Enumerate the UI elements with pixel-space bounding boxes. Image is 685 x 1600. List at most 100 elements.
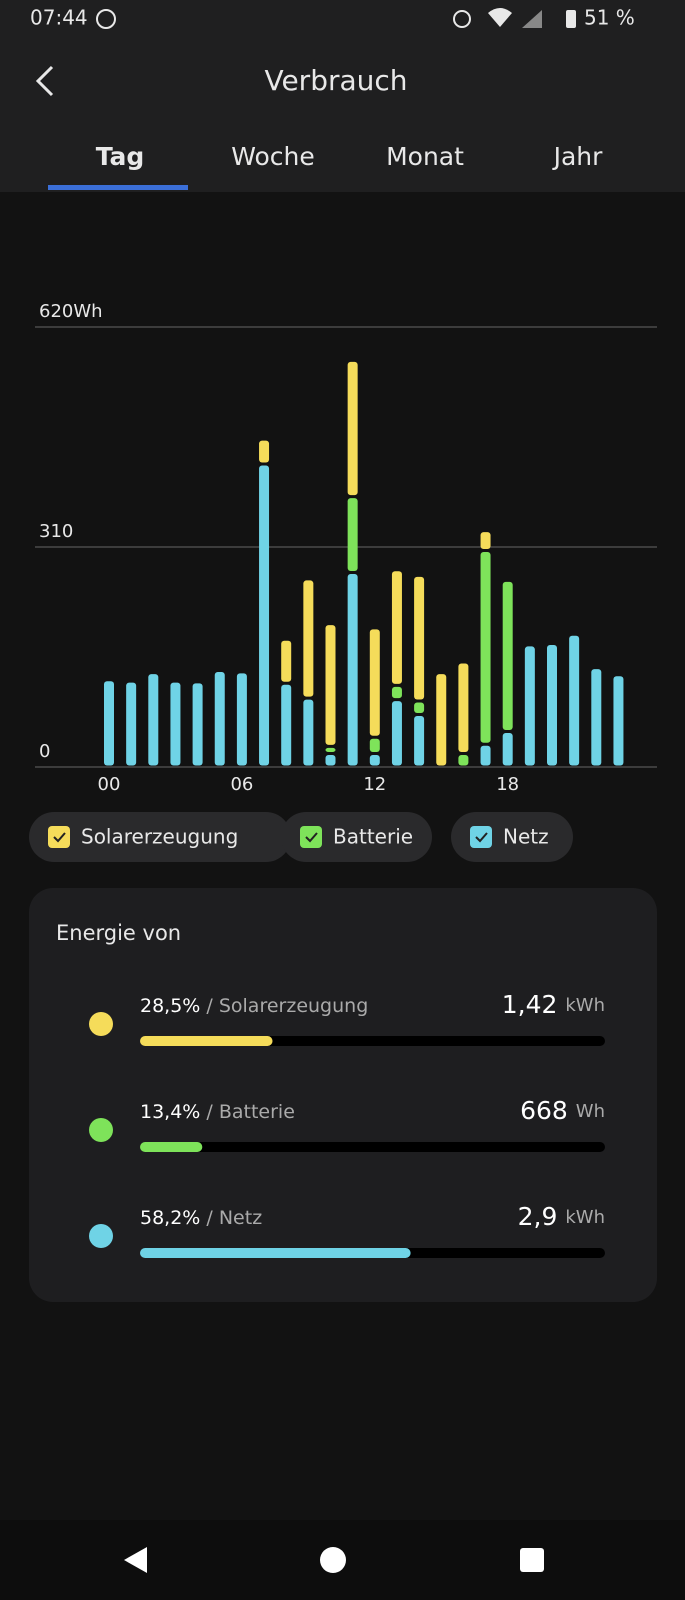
bar-segment (547, 645, 557, 766)
tab-indicator (48, 185, 188, 190)
bar-segment (391, 701, 402, 766)
bar-segment (281, 684, 292, 766)
bar-segment (480, 552, 491, 743)
row-percent: 13,4% (140, 1101, 200, 1123)
row-amount: 668 Wh (520, 1096, 605, 1125)
progress-fill (140, 1248, 411, 1258)
legend-swatch (470, 826, 492, 848)
progress-fill (140, 1142, 203, 1152)
battery-icon (566, 10, 576, 28)
bar-segment (480, 532, 491, 550)
legend-chip[interactable] (451, 812, 573, 862)
bar-segment (458, 755, 469, 766)
legend-check (53, 832, 66, 843)
bar-segment (569, 635, 580, 766)
y-tick-label: 620Wh (39, 301, 103, 322)
x-tick-label: 00 (98, 774, 121, 795)
progress-track (140, 1142, 605, 1152)
legend-chip[interactable] (29, 812, 291, 862)
nav-back[interactable] (124, 1547, 147, 1573)
row-unit: kWh (565, 995, 605, 1016)
back-button[interactable] (35, 65, 54, 97)
bar-segment (591, 669, 602, 766)
bar-segment (192, 683, 203, 766)
bar-segment (325, 625, 336, 745)
bar-segment (281, 640, 292, 682)
row-source: / Solarerzeugung (206, 995, 368, 1017)
bar-segment (303, 699, 314, 766)
legend-label: Solarerzeugung (81, 825, 238, 849)
dnd-icon (453, 10, 471, 28)
bar-segment (236, 673, 247, 766)
x-tick-label: 12 (363, 774, 386, 795)
source-icon (89, 1012, 113, 1036)
row-label: 58,2% / Netz (140, 1207, 262, 1229)
row-source: / Netz (206, 1207, 262, 1229)
status-time: 07:44 (30, 6, 88, 30)
bar-segment (414, 715, 425, 766)
bar-segment (458, 663, 469, 753)
bar-segment (347, 498, 358, 572)
bar-segment (126, 682, 137, 766)
bar-segment (259, 465, 270, 766)
bar-segment (502, 581, 513, 731)
legend-label: Batterie (333, 825, 413, 849)
bar-segment (148, 674, 159, 766)
bar-segment (325, 755, 336, 766)
bar-segment (347, 361, 358, 496)
legend-check (475, 832, 488, 843)
source-icon (89, 1118, 113, 1142)
row-amount: 2,9 kWh (518, 1202, 605, 1231)
legend-check (305, 832, 318, 843)
page-title: Verbrauch (264, 64, 407, 97)
progress-fill (140, 1036, 273, 1046)
status-battery: 51 % (584, 6, 635, 30)
tab[interactable]: Tag (96, 142, 145, 171)
bar-segment (214, 671, 225, 766)
legend-label: Netz (503, 825, 549, 849)
card-title: Energie von (56, 921, 181, 945)
bar-segment (259, 440, 270, 463)
bar-segment (325, 747, 336, 753)
legend-swatch (48, 826, 70, 848)
row-source: / Batterie (206, 1101, 295, 1123)
bar-segment (524, 646, 535, 766)
nav-recents[interactable] (520, 1548, 544, 1572)
tab[interactable]: Woche (231, 142, 315, 171)
bar-segment (502, 733, 513, 766)
row-percent: 58,2% (140, 1207, 200, 1229)
bar-segment (369, 755, 380, 766)
tab[interactable]: Jahr (552, 142, 604, 171)
row-value: 668 (520, 1096, 568, 1125)
source-icon (89, 1224, 113, 1248)
legend-swatch (300, 826, 322, 848)
whatsapp-icon (96, 9, 116, 29)
bar-segment (414, 702, 425, 713)
energy-card (29, 888, 657, 1302)
row-unit: kWh (565, 1207, 605, 1228)
y-tick-label: 310 (39, 521, 73, 542)
signal-icon (522, 10, 542, 28)
header-bg (0, 0, 685, 192)
row-label: 28,5% / Solarerzeugung (140, 995, 368, 1017)
row-amount: 1,42 kWh (502, 990, 605, 1019)
legend-chip[interactable] (281, 812, 432, 862)
bar-segment (613, 676, 624, 766)
bar-segment (391, 686, 402, 699)
x-tick-label: 18 (496, 774, 519, 795)
bar-segment (391, 571, 402, 684)
tab[interactable]: Monat (386, 142, 464, 171)
row-label: 13,4% / Batterie (140, 1101, 295, 1123)
bar-segment (436, 674, 447, 766)
row-value: 1,42 (502, 990, 558, 1019)
nav-home[interactable] (320, 1547, 346, 1573)
bar-segment (414, 576, 425, 700)
row-value: 2,9 (518, 1202, 558, 1231)
x-tick-label: 06 (230, 774, 253, 795)
bar-segment (347, 574, 358, 766)
bar-segment (369, 629, 380, 736)
bar-segment (369, 738, 380, 753)
bar-segment (104, 681, 114, 766)
